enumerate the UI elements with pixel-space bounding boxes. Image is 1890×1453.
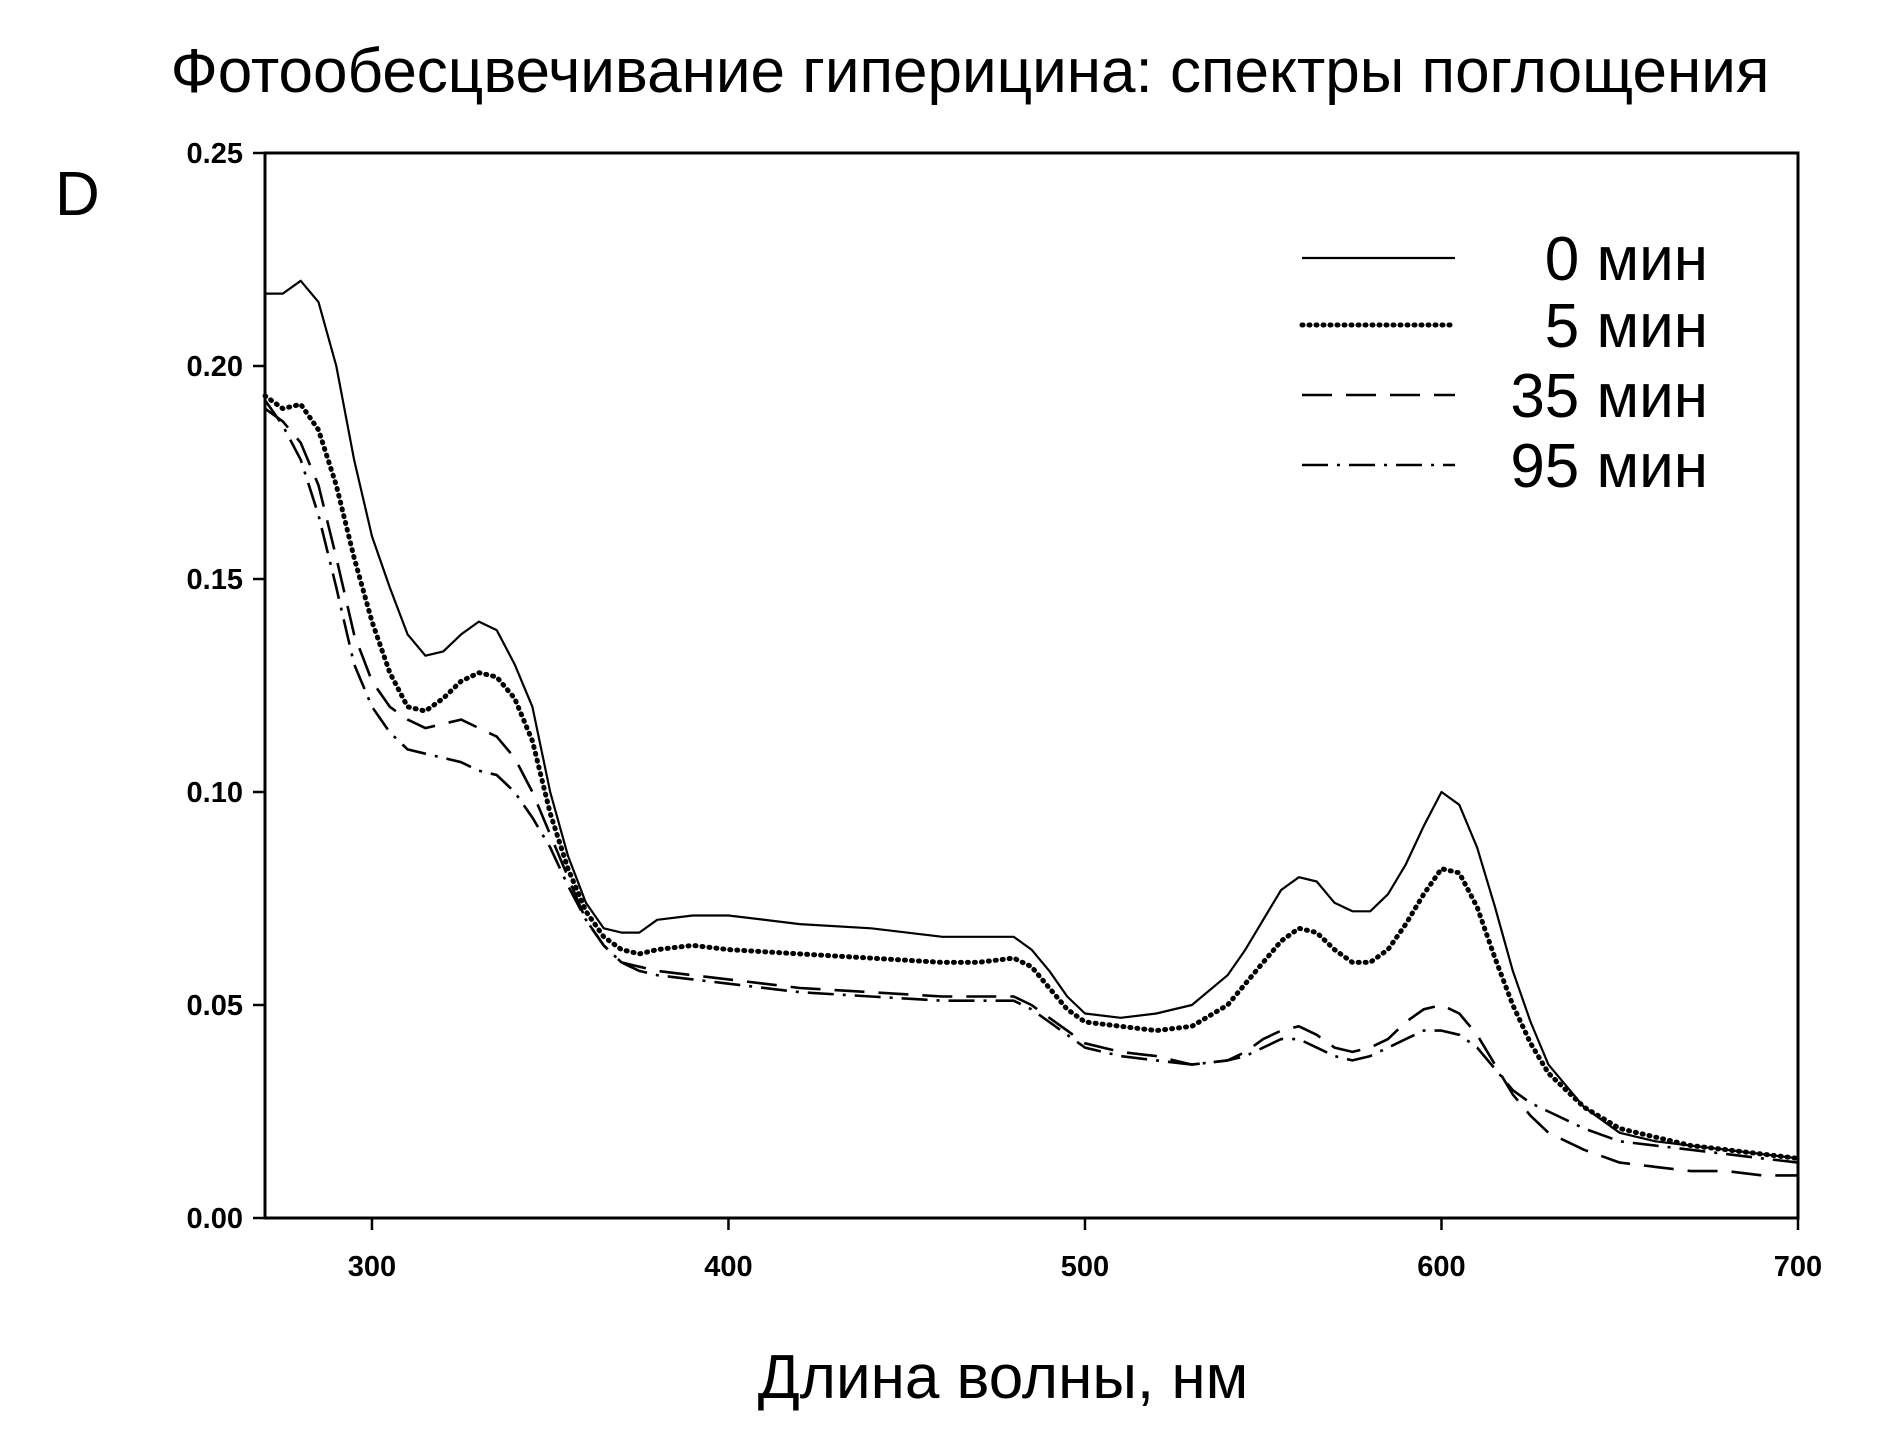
y-tick-label: 0.05 — [187, 990, 243, 1022]
axis-ticks: 300 400 500 600 700 0.00 0.05 0.10 0.15 0.20 0.25 — [187, 138, 1823, 1283]
y-tick-label: 0.15 — [187, 564, 243, 596]
y-axis-label: D — [55, 160, 100, 229]
plot-frame — [263, 151, 1800, 1220]
legend-label-1: 5 мин — [1545, 292, 1708, 361]
y-tick-label: 0.25 — [187, 138, 243, 170]
legend-label-2: 35 мин — [1510, 362, 1708, 431]
series-line-0 — [265, 279, 1799, 1160]
legend-label-3: 95 мин — [1510, 432, 1708, 501]
y-tick-label: 0.00 — [187, 1203, 243, 1235]
series-lines — [262, 279, 1801, 1177]
x-tick-label: 500 — [1061, 1251, 1109, 1283]
x-axis-label: Длина волны, нм — [758, 1343, 1248, 1412]
x-tick-label: 600 — [1417, 1251, 1465, 1283]
series-line-1 — [262, 393, 1801, 1161]
series-line-3 — [263, 399, 1799, 1164]
y-tick-label: 0.10 — [187, 777, 243, 809]
x-tick-label: 300 — [348, 1251, 396, 1283]
x-tick-label: 700 — [1774, 1251, 1822, 1283]
legend-label-0: 0 мин — [1545, 225, 1708, 294]
series-line-2 — [264, 407, 1798, 1177]
x-tick-label: 400 — [704, 1251, 752, 1283]
chart-title: Фотообесцвечивание гиперицина: спектры п… — [171, 37, 1770, 106]
y-tick-label: 0.20 — [187, 351, 243, 383]
